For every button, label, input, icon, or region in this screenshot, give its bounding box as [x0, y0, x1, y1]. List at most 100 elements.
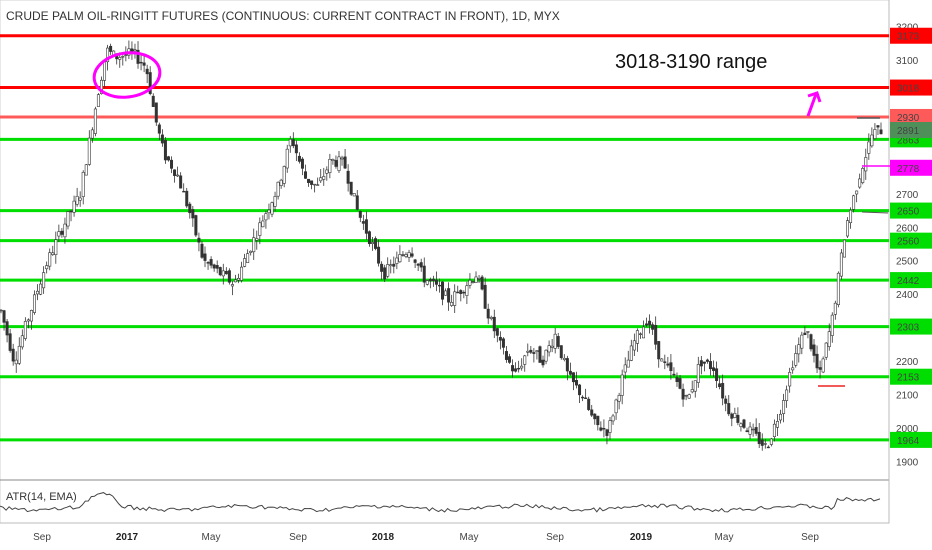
- candle-body: [769, 438, 773, 445]
- candle-body: [26, 319, 30, 322]
- candle: [322, 167, 326, 186]
- candle: [413, 258, 417, 269]
- candle: [386, 257, 390, 279]
- candle-body: [779, 413, 783, 421]
- candle: [54, 231, 58, 264]
- candle: [307, 178, 311, 187]
- candle: [769, 437, 773, 447]
- candle: [48, 248, 52, 271]
- candle-body: [346, 170, 350, 184]
- price-badge-2891: [890, 122, 932, 139]
- level-badge-text-2560: 2560: [897, 237, 920, 248]
- candle-body: [839, 252, 843, 277]
- candle: [425, 279, 429, 286]
- candle-body: [803, 332, 807, 336]
- candle-body: [797, 344, 801, 355]
- level-badge-text-3018: 3018: [897, 84, 920, 95]
- candle-body: [544, 349, 548, 362]
- candle: [532, 348, 536, 363]
- candle-body: [182, 190, 186, 193]
- candle-body: [328, 158, 332, 173]
- chart-title: CRUDE PALM OIL-RINGITT FUTURES (CONTINUO…: [6, 9, 560, 23]
- candle-body: [273, 196, 277, 207]
- candle-body: [48, 252, 52, 267]
- candle-body: [602, 428, 606, 430]
- level-badge-2303: [890, 318, 932, 335]
- y-tick-label: 2100: [896, 390, 919, 401]
- candle-body: [36, 290, 40, 295]
- candle: [224, 267, 228, 275]
- candle-body: [806, 331, 810, 333]
- candle-body: [492, 316, 496, 332]
- candle-body: [590, 409, 594, 416]
- candle: [699, 356, 703, 375]
- candle: [797, 337, 801, 363]
- candle-body: [468, 279, 472, 286]
- candle-body: [584, 397, 588, 399]
- candle: [879, 122, 883, 135]
- candle-body: [325, 169, 329, 174]
- candle-body: [462, 291, 466, 294]
- candle-body: [212, 264, 216, 269]
- candle-body: [425, 280, 429, 285]
- candle: [447, 282, 451, 311]
- candle-body: [614, 399, 618, 414]
- candle-body: [760, 439, 764, 446]
- candle-body: [246, 253, 250, 264]
- candle-body: [699, 360, 703, 367]
- candle: [504, 345, 508, 363]
- candle-body: [736, 414, 740, 423]
- candle: [526, 343, 530, 357]
- candle: [568, 362, 572, 376]
- candle-body: [307, 178, 311, 183]
- candle-body: [459, 290, 463, 294]
- candle: [209, 256, 213, 269]
- candle: [60, 228, 64, 238]
- candle-body: [349, 181, 353, 195]
- candle-body: [599, 427, 603, 431]
- candle-body: [151, 95, 155, 107]
- candle: [185, 187, 189, 209]
- candle: [745, 427, 749, 433]
- candle-body: [78, 197, 82, 201]
- level-badge-text-2153: 2153: [897, 373, 920, 384]
- candle: [2, 309, 6, 331]
- candle: [188, 201, 192, 219]
- candle: [75, 187, 79, 207]
- candle-body: [221, 270, 225, 277]
- candle: [316, 177, 320, 186]
- candle-body: [407, 252, 411, 258]
- candle-body: [2, 310, 6, 323]
- candle: [444, 288, 448, 296]
- candle-body: [654, 325, 658, 345]
- candle-body: [629, 345, 633, 361]
- candle-body: [343, 156, 347, 169]
- candle: [370, 236, 374, 251]
- candle: [681, 383, 685, 407]
- candle-body: [870, 134, 874, 147]
- candle: [270, 201, 274, 218]
- candle: [629, 339, 633, 362]
- candle-body: [498, 336, 502, 341]
- candle: [809, 333, 813, 352]
- candle-body: [45, 265, 49, 270]
- candle: [121, 55, 125, 66]
- candle-body: [118, 57, 122, 60]
- candle: [772, 419, 776, 442]
- candle: [514, 362, 518, 373]
- candle-body: [830, 314, 834, 336]
- candle-body: [651, 324, 655, 330]
- candle: [42, 266, 46, 294]
- candle: [103, 61, 107, 88]
- candle: [575, 371, 579, 389]
- candle: [407, 249, 411, 263]
- candle-body: [842, 239, 846, 258]
- candle-body: [501, 338, 505, 348]
- candle-body: [739, 423, 743, 427]
- candle: [139, 55, 143, 71]
- candle-body: [258, 222, 262, 236]
- candle-body: [93, 108, 97, 134]
- highlight-circle: [92, 51, 162, 99]
- candle: [127, 40, 131, 60]
